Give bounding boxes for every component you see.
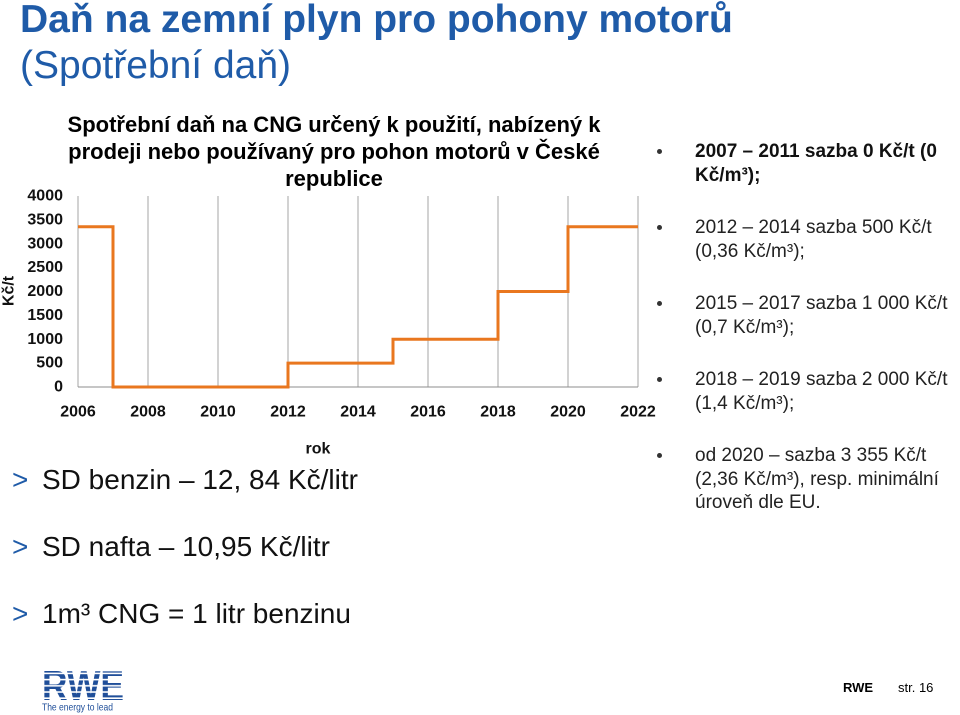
x-tick-labels: 2006 2008 2010 2012 2014 2016 2018 2020 2022 [60,404,656,421]
y-tick-labels: 0 500 1000 1500 2000 2500 3000 3500 4000 [27,188,63,396]
rate-item: 2007 – 2011 sazba 0 Kč/t (0 Kč/m³); [657,140,957,187]
y-tick-label: 2500 [27,259,63,276]
y-tick-label: 2000 [27,283,63,300]
rate-text: od 2020 – sazba 3 355 Kč/t (2,36 Kč/m³),… [695,445,939,513]
x-tick-label: 2016 [410,404,446,421]
rate-item: od 2020 – sazba 3 355 Kč/t (2,36 Kč/m³),… [657,444,957,515]
fact-text: 1m³ CNG = 1 litr benzinu [42,598,351,629]
x-tick-label: 2018 [480,404,516,421]
bullet-dot [657,453,662,458]
y-tick-label: 1500 [27,307,63,324]
chevron-marker-icon: > [12,598,29,629]
rwe-logo: RWE The energy to lead [42,668,124,714]
slide-title-sub: (Spotřební daň) [20,44,292,87]
chevron-marker-icon: > [12,531,29,562]
x-axis-label: rok [306,441,331,458]
x-tick-label: 2012 [270,404,306,421]
bullet-dot [657,377,662,382]
fact-row-diesel-tax: > SD nafta – 10,95 Kč/litr [12,513,358,580]
series-layer [78,225,638,389]
chevron-marker-icon: > [12,464,29,495]
y-tick-label: 4000 [27,188,63,205]
page-number: str. 16 [898,680,934,695]
footer-company: RWE [843,680,874,695]
rate-text: 2015 – 2017 sazba 1 000 Kč/t (0,7 Kč/m³)… [695,293,948,338]
x-tick-label: 2010 [200,404,236,421]
fact-row-cng-equivalence: > 1m³ CNG = 1 litr benzinu [12,580,358,647]
x-tick-label: 2022 [620,404,656,421]
y-tick-label: 0 [54,379,63,396]
fact-row-petrol-tax: > SD benzin – 12, 84 Kč/litr [12,446,358,513]
chart-title: Spotřební daň na CNG určený k použití, n… [67,112,601,191]
x-tick-label: 2014 [340,404,376,421]
rate-text: 2018 – 2019 sazba 2 000 Kč/t (1,4 Kč/m³)… [695,369,948,414]
y-tick-label: 1000 [27,331,63,348]
bullet-dot [657,225,662,230]
x-tick-label: 2006 [60,404,96,421]
rate-item: 2012 – 2014 sazba 500 Kč/t (0,36 Kč/m³); [657,216,957,263]
fact-text: SD benzin – 12, 84 Kč/litr [42,464,358,495]
x-tick-label: 2008 [130,404,166,421]
fact-text: SD nafta – 10,95 Kč/litr [42,531,330,562]
rate-item: 2015 – 2017 sazba 1 000 Kč/t (0,7 Kč/m³)… [657,292,957,339]
y-tick-label: 3000 [27,235,63,252]
rate-list: 2007 – 2011 sazba 0 Kč/t (0 Kč/m³); 2012… [657,140,957,544]
series-line [78,225,638,389]
logo-tagline: The energy to lead [42,702,113,714]
slide-title-main: Daň na zemní plyn pro pohony motorů [20,0,733,41]
rate-text: 2007 – 2011 sazba 0 Kč/t (0 Kč/m³); [695,141,937,186]
bullet-dot [657,149,662,154]
y-axis-label: Kč/t [1,275,18,306]
rate-item: 2018 – 2019 sazba 2 000 Kč/t (1,4 Kč/m³)… [657,368,957,415]
y-tick-label: 3500 [27,211,63,228]
rate-text: 2012 – 2014 sazba 500 Kč/t (0,36 Kč/m³); [695,217,932,262]
x-tick-label: 2020 [550,404,586,421]
logo-wordmark: RWE [42,668,124,709]
key-facts: > SD benzin – 12, 84 Kč/litr > SD nafta … [12,446,358,647]
y-tick-label: 500 [36,355,63,372]
slide-title: Daň na zemní plyn pro pohony motorů (Spo… [20,0,733,89]
bullet-dot [657,301,662,306]
